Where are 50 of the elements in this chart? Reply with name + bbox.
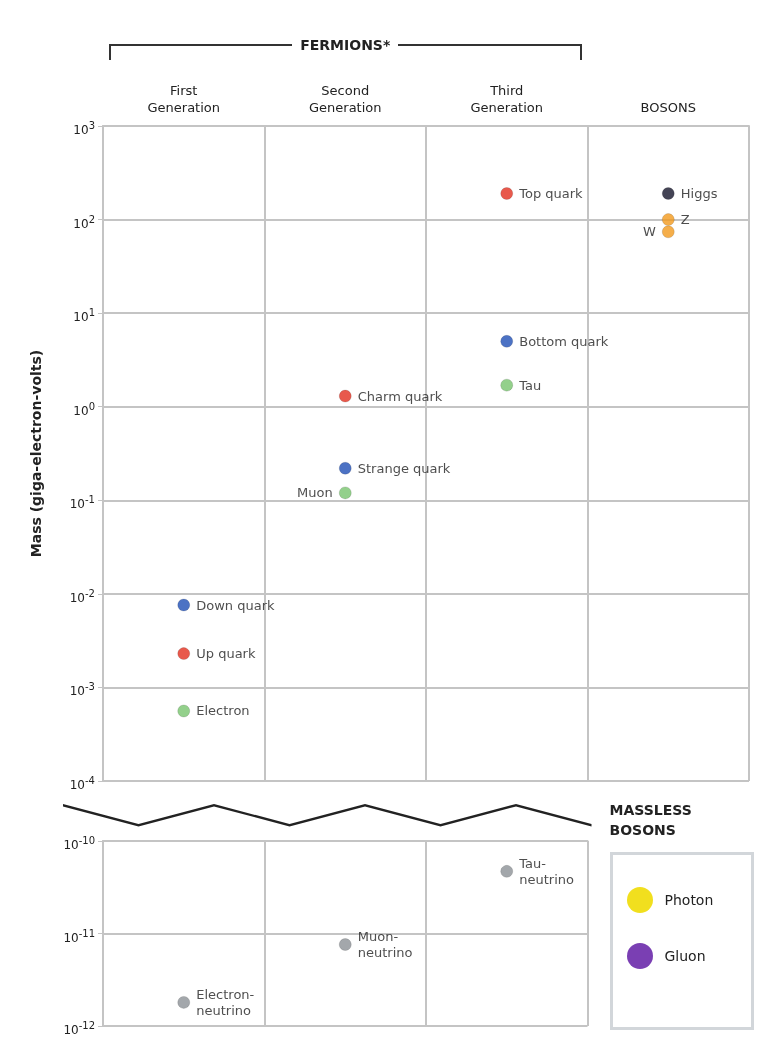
y-tick-label: 10$^{0}$ — [73, 399, 95, 418]
point — [500, 334, 514, 348]
annotation: W — [642, 224, 656, 240]
point — [177, 598, 191, 612]
annotation: Electron-neutrino — [196, 986, 255, 1018]
point — [338, 938, 352, 952]
point — [500, 864, 514, 878]
annotation: Down quark — [196, 597, 276, 613]
category-label: Gluon — [664, 948, 706, 964]
text: FERMIONS* — [292, 37, 399, 53]
point — [177, 704, 191, 718]
y-tick-label: 10$^{-12}$ — [63, 1019, 95, 1037]
point — [500, 378, 514, 392]
y-tick-label: 10$^{3}$ — [73, 119, 95, 137]
annotation: Tau-neutrino — [518, 855, 575, 887]
point — [338, 486, 352, 500]
annotation: Z — [680, 212, 690, 228]
x-tick-label: Third Generation — [470, 83, 544, 115]
point — [661, 213, 675, 227]
annotation: Strange quark — [357, 460, 451, 476]
point — [661, 186, 675, 200]
annotation: Muon — [297, 485, 333, 501]
y-tick-label: 10$^{-4}$ — [69, 774, 95, 792]
y-tick-label: 10$^{-10}$ — [63, 834, 95, 852]
annotation: Higgs — [680, 185, 718, 201]
point — [338, 389, 352, 403]
point — [177, 995, 191, 1009]
annotation: Electron — [196, 703, 250, 719]
point — [661, 225, 675, 239]
y-tick-label: 10$^{1}$ — [73, 306, 95, 325]
y-tick-label: 10$^{-11}$ — [63, 926, 95, 945]
annotation: Muon-neutrino — [357, 929, 413, 961]
x-tick-label: BOSONS — [640, 100, 696, 115]
annotation: Top quark — [518, 185, 584, 201]
text: MASSLESS BOSONS — [609, 801, 693, 840]
annotation: Charm quark — [357, 388, 443, 404]
x-tick-label: Second Generation — [308, 83, 382, 115]
y-tick-label: 10$^{-1}$ — [69, 493, 95, 512]
y-axis-title: Mass (giga-electron-volts) — [28, 349, 44, 558]
y-tick-label: 10$^{-2}$ — [69, 586, 95, 605]
point — [500, 186, 514, 200]
annotation: Bottom quark — [519, 333, 609, 349]
y-tick-label: 10$^{-3}$ — [69, 680, 95, 699]
annotation: Up quark — [196, 646, 256, 662]
y-tick-label: 10$^{2}$ — [73, 212, 95, 231]
x-tick-label: First Generation — [147, 83, 221, 115]
point — [177, 647, 191, 661]
category-label: Photon — [664, 892, 714, 908]
annotation: Tau — [518, 377, 542, 393]
point — [338, 461, 352, 475]
